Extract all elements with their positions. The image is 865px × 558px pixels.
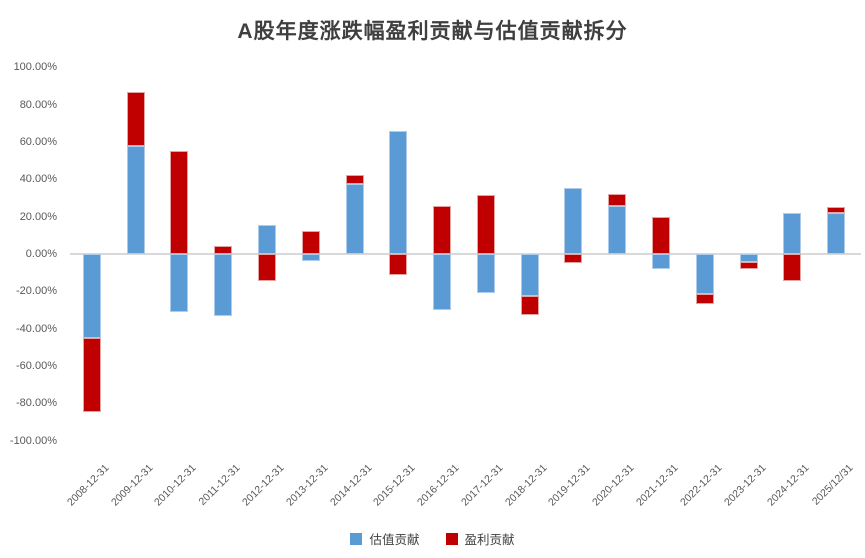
bar-segment-earnings — [214, 245, 233, 254]
bar-segment-valuation — [827, 212, 846, 254]
bar-segment-earnings — [389, 254, 408, 275]
bar-segment-earnings — [433, 205, 452, 254]
y-axis-tick-label: 20.00% — [19, 210, 57, 223]
bar-segment-valuation — [389, 131, 408, 254]
bar-segment-valuation — [520, 254, 539, 297]
bar-segment-earnings — [783, 254, 802, 282]
legend-item-earnings: 盈利贡献 — [445, 529, 515, 548]
legend-swatch-earnings — [445, 532, 458, 545]
legend-label-earnings: 盈利贡献 — [464, 533, 515, 547]
bar-segment-earnings — [301, 231, 320, 254]
bar-segment-earnings — [739, 262, 758, 269]
bar-segment-earnings — [695, 293, 714, 305]
bar-segment-valuation — [82, 254, 101, 339]
bar-segment-valuation — [783, 213, 802, 254]
bar-segment-valuation — [739, 254, 758, 263]
bar-segment-earnings — [258, 254, 276, 281]
bar-segment-valuation — [214, 254, 233, 316]
zero-gridline — [70, 253, 861, 255]
bar-segment-earnings — [170, 151, 189, 254]
bar-segment-earnings — [564, 254, 583, 263]
bar-segment-valuation — [433, 254, 452, 311]
legend-swatch-valuation — [350, 532, 363, 545]
bar-segment-valuation — [608, 206, 627, 254]
bar-segment-valuation — [258, 225, 276, 254]
legend-label-valuation: 估值贡献 — [369, 533, 420, 547]
y-axis-tick-label: 40.00% — [19, 173, 57, 186]
bar-segment-valuation — [345, 184, 364, 254]
bar-segment-valuation — [126, 146, 145, 254]
bar-segment-valuation — [476, 254, 495, 294]
y-axis-tick-label: -80.00% — [16, 397, 57, 410]
bar-segment-valuation — [301, 254, 320, 262]
y-axis-tick-label: -100.00% — [9, 434, 57, 447]
bar-segment-valuation — [170, 254, 189, 312]
bar-segment-earnings — [126, 92, 145, 147]
bar-segment-earnings — [345, 175, 364, 185]
legend-item-valuation: 估值贡献 — [350, 529, 420, 548]
bar-segment-valuation — [652, 254, 670, 269]
y-axis-tick-label: 80.00% — [19, 98, 57, 111]
bar-segment-valuation — [695, 254, 714, 294]
bar-segment-earnings — [608, 194, 627, 207]
y-axis-tick-label: -20.00% — [16, 285, 57, 298]
bar-segment-valuation — [564, 188, 583, 254]
y-axis-tick-label: 0.00% — [25, 248, 57, 260]
bar-segment-earnings — [476, 195, 495, 254]
y-axis-tick-label: -60.00% — [16, 360, 57, 373]
y-axis-tick-label: 60.00% — [19, 135, 57, 148]
chart-title: A股年度涨跌幅盈利贡献与估值贡献拆分 — [237, 20, 628, 43]
bar-segment-earnings — [82, 338, 101, 412]
bar-segment-earnings — [520, 296, 539, 316]
bar-segment-earnings — [652, 217, 670, 254]
legend: 估值贡献 盈利贡献 — [0, 529, 865, 548]
y-axis-tick-label: -40.00% — [16, 322, 57, 335]
y-axis-tick-label: 100.00% — [13, 61, 57, 74]
bar-segment-earnings — [827, 206, 846, 213]
